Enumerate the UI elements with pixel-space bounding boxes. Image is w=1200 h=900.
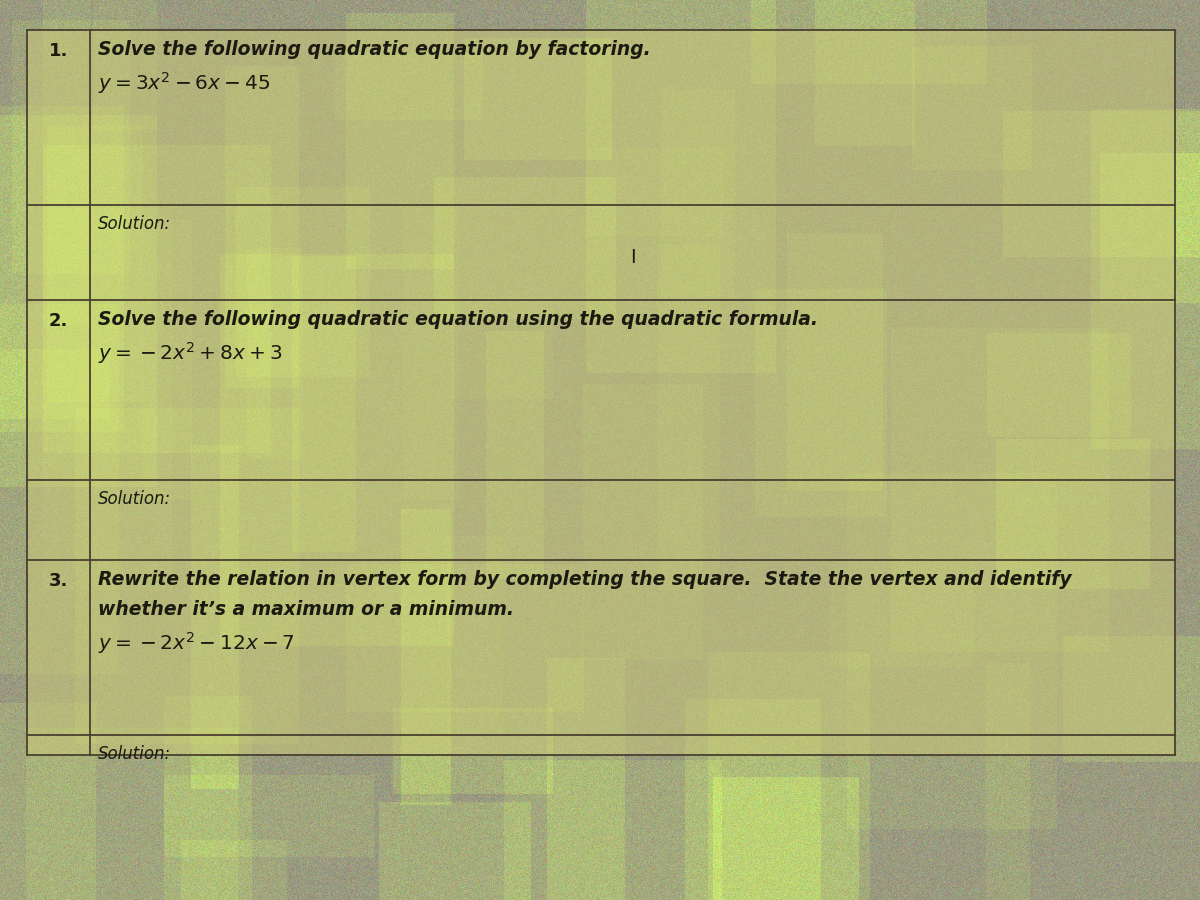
- Text: Solution:: Solution:: [98, 490, 172, 508]
- Bar: [28, 30, 1175, 755]
- Text: $y = 3x^2 - 6x - 45$: $y = 3x^2 - 6x - 45$: [98, 70, 270, 96]
- Text: Rewrite the relation in vertex form by completing the square.  State the vertex : Rewrite the relation in vertex form by c…: [98, 570, 1072, 589]
- Text: 3.: 3.: [49, 572, 68, 590]
- Text: Solution:: Solution:: [98, 745, 172, 763]
- Text: 2.: 2.: [49, 312, 68, 330]
- Text: 1.: 1.: [49, 42, 68, 60]
- Text: I: I: [630, 248, 635, 267]
- Text: Solve the following quadratic equation by factoring.: Solve the following quadratic equation b…: [98, 40, 650, 59]
- Text: whether it’s a maximum or a minimum.: whether it’s a maximum or a minimum.: [98, 600, 514, 619]
- Text: Solution:: Solution:: [98, 215, 172, 233]
- Text: $y = -2x^2 + 8x + 3$: $y = -2x^2 + 8x + 3$: [98, 340, 282, 366]
- Text: $y = -2x^2 - 12x - 7$: $y = -2x^2 - 12x - 7$: [98, 630, 295, 656]
- Text: Solve the following quadratic equation using the quadratic formula.: Solve the following quadratic equation u…: [98, 310, 818, 329]
